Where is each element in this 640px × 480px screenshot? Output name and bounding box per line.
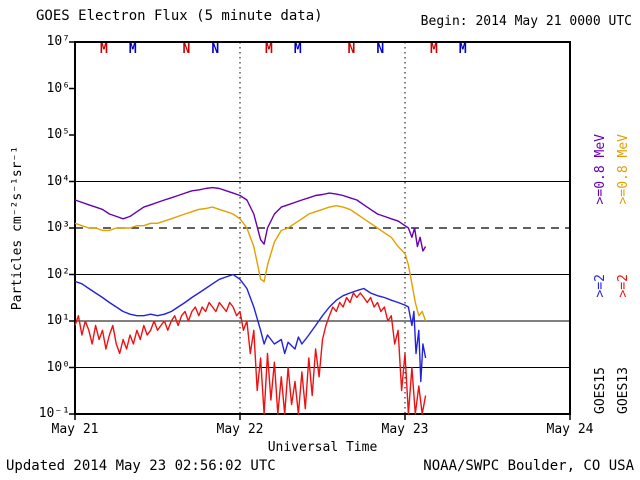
legend-goes15: GOES15 >=2 >=0.8 MeV — [592, 134, 608, 414]
satellite-marker-GOES13-M: M — [265, 42, 273, 57]
satellite-marker-GOES13-M: M — [430, 42, 438, 57]
legend-goes15-e08-label: >=0.8 MeV — [592, 134, 608, 205]
satellite-marker-GOES13-N: N — [347, 42, 355, 57]
legend-goes15-sat-label: GOES15 — [592, 367, 608, 414]
legend-goes13-e08-label: >=0.8 MeV — [615, 134, 631, 205]
satellite-marker-GOES15-M: M — [129, 42, 137, 57]
series-goes15-e2 — [74, 273, 427, 383]
legend-goes13: GOES13 >=2 >=0.8 MeV — [615, 134, 631, 414]
series-goes13-e08 — [74, 204, 427, 322]
x-axis-label: Universal Time — [267, 440, 378, 455]
legend-goes15-e2-label: >=2 — [592, 274, 608, 298]
begin-timestamp: Begin: 2014 May 21 0000 UTC — [420, 14, 632, 29]
chart-title: GOES Electron Flux (5 minute data) — [36, 8, 323, 24]
satellite-marker-GOES15-M: M — [459, 42, 467, 57]
satellite-marker-GOES15-M: M — [294, 42, 302, 57]
legend-goes13-e2-label: >=2 — [615, 274, 631, 298]
series-goes13-e2 — [74, 292, 427, 415]
satellite-marker-GOES15-N: N — [211, 42, 219, 57]
satellite-marker-GOES13-M: M — [100, 42, 108, 57]
series-goes15-e08 — [74, 186, 427, 252]
source-credit: NOAA/SWPC Boulder, CO USA — [423, 458, 634, 474]
satellite-marker-GOES15-N: N — [376, 42, 384, 57]
legend-goes13-sat-label: GOES13 — [615, 367, 631, 414]
satellite-marker-GOES13-N: N — [182, 42, 190, 57]
updated-timestamp: Updated 2014 May 23 02:56:02 UTC — [6, 458, 276, 474]
